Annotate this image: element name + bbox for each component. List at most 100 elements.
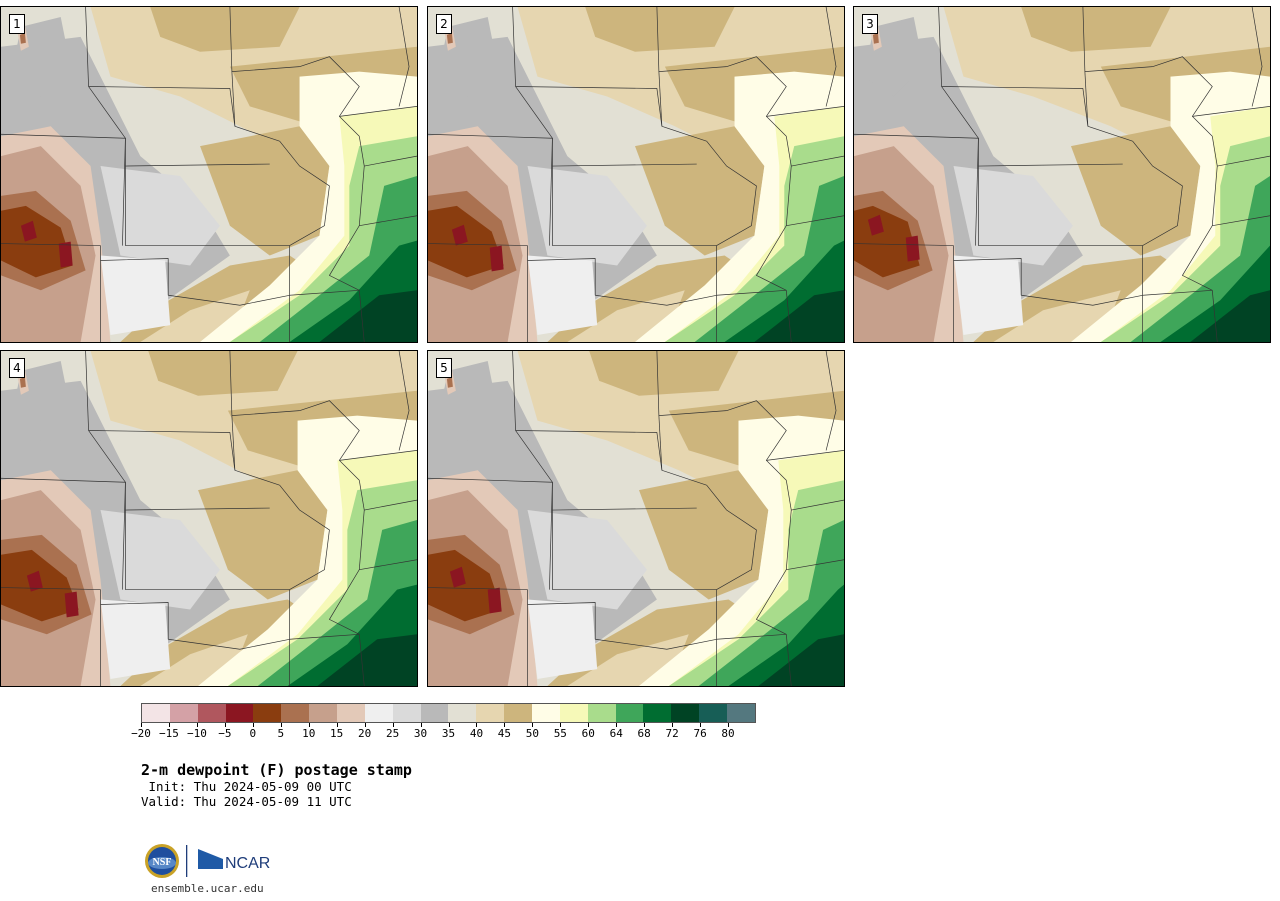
map-panel-4: 4 — [0, 350, 418, 687]
state-boundary — [791, 155, 844, 167]
state-boundary — [1082, 7, 1153, 72]
state-boundary — [364, 499, 417, 511]
colorbar-swatch — [392, 704, 421, 722]
colorbar-swatch — [364, 704, 393, 722]
state-boundary — [552, 507, 697, 511]
colorbar-swatch — [587, 704, 616, 722]
colorbar-tickmark — [672, 723, 674, 727]
page-title: 2-m dewpoint (F) postage stamp — [141, 761, 412, 779]
state-boundary — [595, 294, 717, 306]
colorbar-tickmark — [252, 723, 254, 727]
map-panel-1: 1 — [0, 6, 418, 343]
state-boundary — [1084, 71, 1089, 127]
dewpoint-contour — [64, 591, 79, 618]
state-boundary — [786, 559, 844, 571]
state-boundary — [1251, 7, 1263, 107]
dewpoint-contour — [319, 290, 417, 342]
state-boundary — [978, 163, 1123, 167]
ncar-logo-icon: NCAR — [198, 849, 270, 872]
colorbar-ticks: −20 −15 −10 −5 0 5 10 15 20 25 30 35 40 45 50 55 60 64 68 7… — [131, 723, 756, 744]
state-boundary — [88, 86, 280, 142]
dewpoint-contour — [953, 166, 1073, 266]
colorbar-tickmark — [476, 723, 478, 727]
colorbar-tickmark — [392, 723, 394, 727]
colorbar — [141, 703, 756, 723]
colorbar-swatch — [142, 704, 170, 722]
dewpoint-map — [428, 7, 844, 342]
dewpoint-contour — [589, 351, 739, 396]
colorbar-tickmark — [141, 723, 142, 727]
dewpoint-contour — [953, 255, 1024, 336]
state-boundary — [1142, 289, 1213, 296]
dewpoint-contour — [446, 32, 453, 44]
dewpoint-contour — [758, 634, 844, 686]
state-boundary — [854, 243, 954, 246]
dewpoint-contour — [446, 376, 453, 388]
state-boundary — [279, 484, 330, 590]
state-boundary — [766, 106, 844, 117]
state-boundary — [512, 351, 553, 590]
colorbar-tickmark — [532, 723, 534, 727]
state-boundary — [168, 294, 290, 306]
colorbar-tick-label: 80 — [721, 727, 735, 740]
state-boundary — [125, 163, 270, 167]
colorbar-tick-label: 5 — [277, 727, 285, 740]
panel-number: 2 — [436, 14, 452, 34]
dewpoint-contour — [638, 470, 769, 600]
colorbar-swatch — [615, 704, 644, 722]
state-boundary — [512, 7, 553, 246]
panel-number: 5 — [436, 358, 452, 378]
colorbar-swatch — [225, 704, 254, 722]
dewpoint-contour — [867, 214, 884, 236]
state-boundary — [1, 587, 101, 590]
map-panel-3: 3 — [853, 6, 1271, 343]
state-boundaries — [1, 351, 417, 686]
panel-number: 4 — [9, 358, 25, 378]
colorbar-swatch — [559, 704, 588, 722]
dewpoint-contour — [585, 7, 735, 52]
logos: NSF NCAR — [145, 844, 270, 878]
colorbar-tick-label: 10 — [302, 727, 316, 740]
map-panel-2: 2 — [427, 6, 845, 343]
colorbar-tick-label: 35 — [441, 727, 456, 740]
state-boundary — [100, 258, 169, 296]
colorbar-swatch — [504, 704, 533, 722]
dewpoint-contour — [19, 376, 26, 388]
colorbar-tick-label: 15 — [330, 727, 344, 740]
colorbar-tickmark — [336, 723, 338, 727]
dewpoint-contour — [100, 599, 171, 680]
colorbar-tick-label: 45 — [497, 727, 512, 740]
dewpoint-contour — [19, 32, 26, 44]
colorbar-tick-label: −15 — [159, 727, 179, 740]
dewpoint-map — [1, 7, 417, 342]
colorbar-tick-label: 64 — [609, 727, 623, 740]
dewpoint-contour — [150, 7, 300, 52]
dewpoint-contour — [489, 245, 504, 272]
colorbar-swatch — [197, 704, 226, 722]
state-boundary — [1192, 106, 1270, 117]
state-boundary — [428, 133, 553, 246]
dewpoint-contour — [635, 126, 765, 256]
state-boundary — [100, 602, 169, 640]
colorbar-swatch — [727, 704, 755, 722]
state-boundary — [279, 140, 330, 246]
dewpoint-contour — [100, 166, 220, 266]
dewpoint-contour — [1021, 7, 1171, 52]
colorbar-tickmark — [364, 723, 366, 727]
dewpoint-contour — [428, 549, 502, 622]
colorbar-swatch — [448, 704, 477, 722]
dewpoint-contour — [26, 570, 43, 592]
dewpoint-contour — [527, 510, 647, 610]
state-boundary — [527, 258, 596, 296]
state-boundary — [1, 133, 126, 246]
dewpoint-contour — [449, 566, 466, 588]
colorbar-tick-label: 40 — [469, 727, 484, 740]
dewpoint-contour — [872, 32, 879, 44]
colorbar-swatch — [671, 704, 700, 722]
dewpoint-contour — [905, 235, 920, 262]
dewpoint-contour — [100, 510, 220, 610]
state-boundary — [1181, 136, 1218, 291]
nsf-logo-text: NSF — [153, 857, 172, 868]
state-boundary — [552, 163, 697, 167]
state-boundary — [785, 290, 792, 342]
